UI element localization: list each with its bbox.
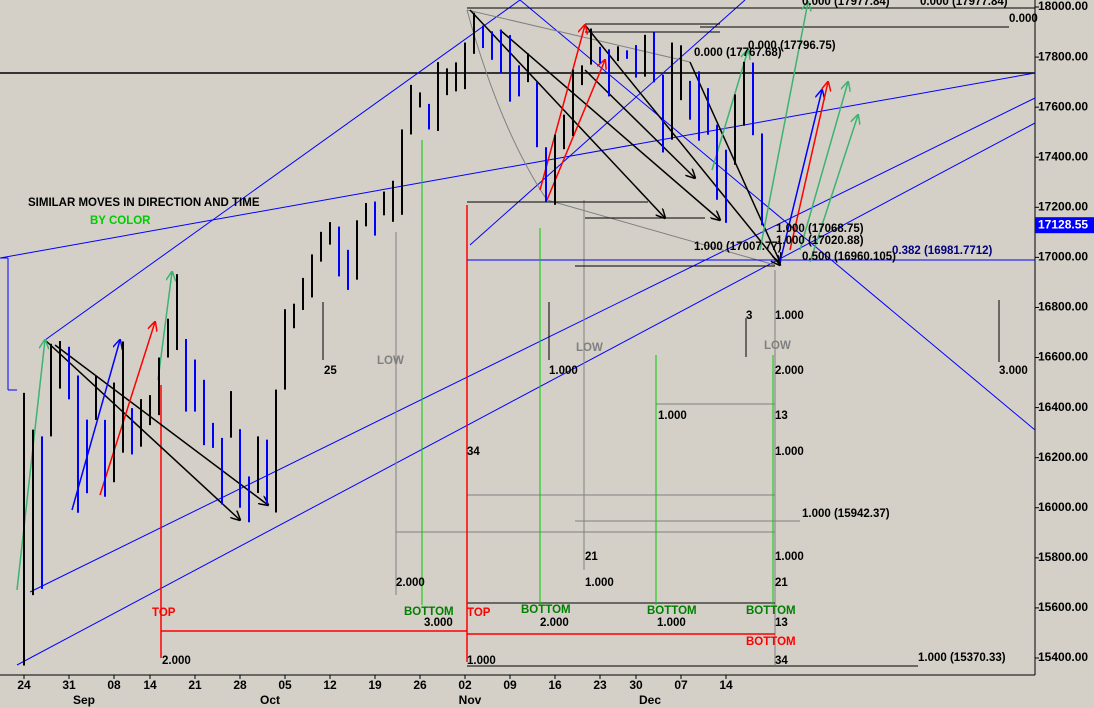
drawing-tools (0, 0, 1036, 676)
annotation: BOTTOM (647, 605, 697, 617)
x-tick-label: 23 (593, 678, 607, 692)
gray-lines (395, 9, 800, 665)
y-tick-label: 18000.00 (1038, 0, 1088, 13)
annotation: LOW (377, 355, 404, 367)
annotation: 1.000 (775, 310, 804, 322)
annotation: BOTTOM (746, 605, 796, 617)
annotation: 1.000 (775, 551, 804, 563)
annotation: 1.000 (17007.77) (694, 241, 782, 253)
x-tick-label: 14 (719, 678, 733, 692)
y-tick-label: 15600.00 (1038, 600, 1088, 614)
x-tick-label: 09 (503, 678, 517, 692)
annotation: 1.000 (658, 410, 687, 422)
annotation: 0.000 (17977.84) (920, 0, 1008, 8)
annotation: 1.000 (467, 655, 496, 667)
annotation: 1.000 (657, 617, 686, 629)
annotation: BOTTOM (404, 606, 454, 618)
month-label: Dec (639, 693, 661, 707)
annotation: BOTTOM (746, 636, 796, 648)
x-tick-label: 07 (674, 678, 688, 692)
annotation: 0.500 (16960.105) (802, 251, 896, 263)
y-tick-label: 17200.00 (1038, 199, 1088, 213)
x-tick-label: 12 (323, 678, 337, 692)
annotation: 3.000 (424, 617, 453, 629)
annotation: LOW (576, 342, 603, 354)
y-tick-label: 16200.00 (1038, 450, 1088, 464)
annotation: 1.000 (585, 577, 614, 589)
y-tick-label: 16800.00 (1038, 300, 1088, 314)
annotation: 2.000 (775, 365, 804, 377)
x-tick-label: 16 (548, 678, 562, 692)
x-tick-label: 31 (62, 678, 76, 692)
annotation: 1.000 (15942.37) (802, 508, 890, 520)
y-tick-label: 17600.00 (1038, 99, 1088, 113)
annotation: 1.000 (15370.33) (918, 652, 1006, 664)
annotation: 0.000 (17767.68) (694, 47, 782, 59)
y-tick-label: 16400.00 (1038, 400, 1088, 414)
annotation: 3 (746, 310, 752, 322)
annotation: 21 (585, 551, 598, 563)
x-tick-label: 30 (629, 678, 643, 692)
y-tick-label: 17000.00 (1038, 250, 1088, 264)
month-label: Sep (73, 693, 95, 707)
x-tick-label: 19 (368, 678, 382, 692)
annotation: 3.000 (999, 365, 1028, 377)
x-tick-label: 02 (458, 678, 472, 692)
annotation: 0.000 (17796.75) (748, 40, 836, 52)
annotation: 21 (775, 577, 788, 589)
y-tick-label: 15400.00 (1038, 650, 1088, 664)
annotation: BY COLOR (90, 215, 151, 227)
annotation: 13 (775, 617, 788, 629)
annotation: 1.000 (17068.75) (776, 223, 864, 235)
annotation: 2.000 (540, 617, 569, 629)
y-tick-label: 17400.00 (1038, 149, 1088, 163)
x-tick-label: 21 (188, 678, 202, 692)
annotation: 1.000 (549, 365, 578, 377)
last-price-label: 17128.55 (1038, 217, 1088, 231)
annotation: SIMILAR MOVES IN DIRECTION AND TIME (28, 197, 260, 209)
cycle-lines (160, 140, 775, 662)
x-tick-label: 14 (143, 678, 157, 692)
annotation: TOP (467, 607, 491, 619)
annotation: 2.000 (396, 577, 425, 589)
annotation: 13 (775, 410, 788, 422)
x-tick-label: 08 (107, 678, 121, 692)
annotation: TOP (152, 607, 176, 619)
arrows (16, 2, 858, 591)
y-tick-label: 17800.00 (1038, 49, 1088, 63)
x-tick-label: 05 (278, 678, 292, 692)
last-price-box (1035, 217, 1094, 234)
annotation: 34 (775, 655, 788, 667)
x-tick-label: 26 (413, 678, 427, 692)
annotation: LOW (764, 340, 791, 352)
annotation: 2.000 (162, 655, 191, 667)
annotation: 0.000 (17977.84) (802, 0, 890, 8)
x-tick-label: 28 (233, 678, 247, 692)
annotation: 1.000 (775, 446, 804, 458)
month-label: Oct (260, 693, 280, 707)
y-tick-label: 15800.00 (1038, 550, 1088, 564)
annotation: 0.382 (16981.7712) (892, 245, 993, 257)
x-tick-label: 24 (17, 678, 31, 692)
annotation: 34 (467, 446, 480, 458)
annotation: BOTTOM (521, 604, 571, 616)
annotation: 0.000 (1009, 13, 1038, 25)
y-tick-label: 16600.00 (1038, 350, 1088, 364)
annotation: 1.000 (17020.88) (776, 235, 864, 247)
month-label: Nov (459, 693, 482, 707)
y-tick-label: 16000.00 (1038, 500, 1088, 514)
annotation: 25 (324, 365, 337, 377)
